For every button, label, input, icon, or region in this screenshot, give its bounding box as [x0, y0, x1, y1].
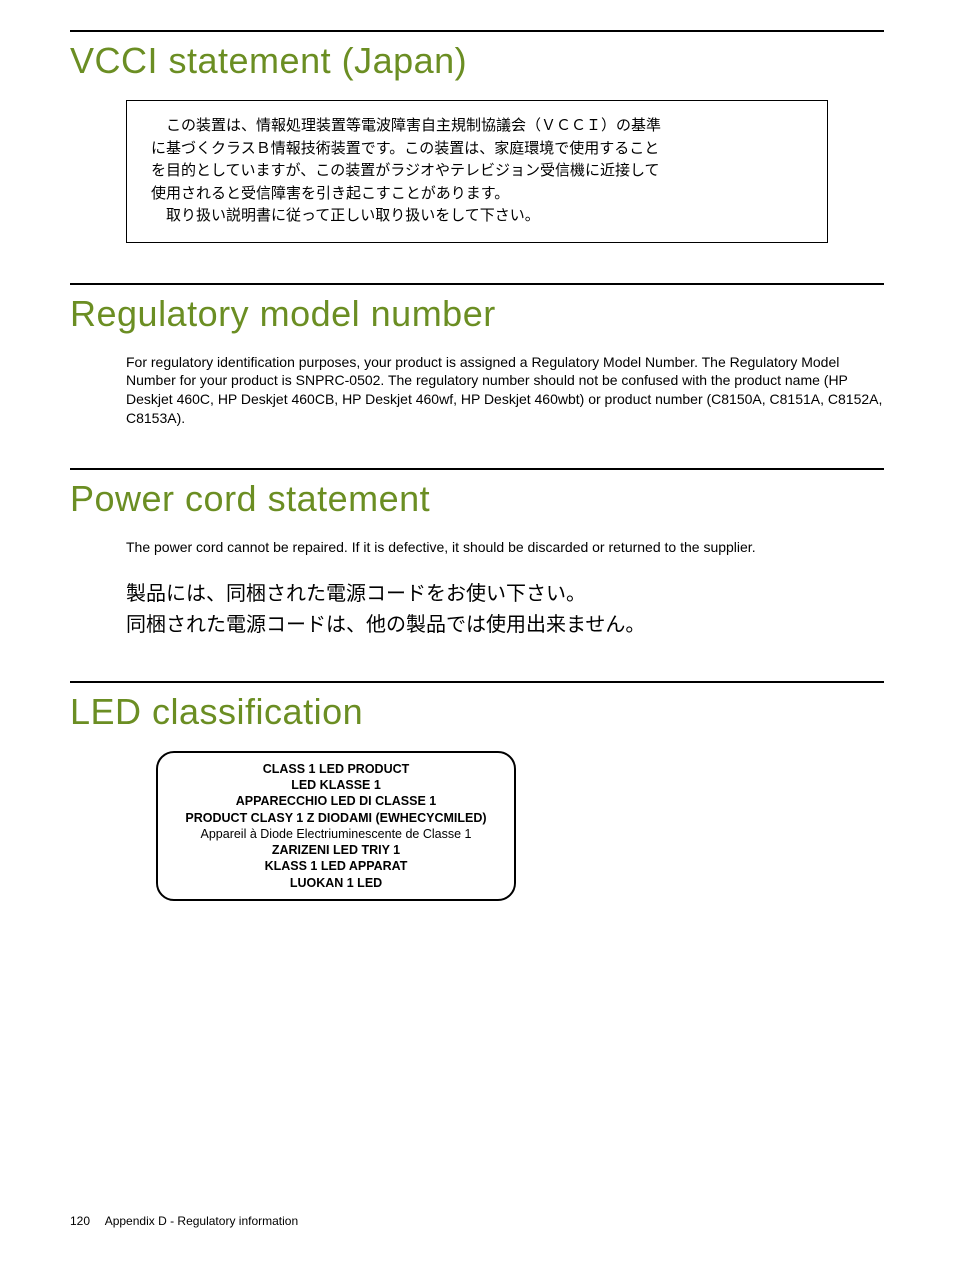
led-section: LED classification CLASS 1 LED PRODUCT L… — [70, 681, 884, 901]
vcci-section: VCCI statement (Japan) この装置は、情報処理装置等電波障害… — [70, 30, 884, 243]
powercord-section: Power cord statement The power cord cann… — [70, 468, 884, 641]
led-line: LED KLASSE 1 — [168, 777, 504, 793]
led-line: APPARECCHIO LED DI CLASSE 1 — [168, 793, 504, 809]
led-line: KLASS 1 LED APPARAT — [168, 858, 504, 874]
regmodel-body: For regulatory identification purposes, … — [126, 353, 884, 429]
vcci-japanese-box: この装置は、情報処理装置等電波障害自主規制協議会（ＶＣＣＩ）の基準 に基づくクラ… — [126, 100, 828, 243]
led-line: Appareil à Diode Electriuminescente de C… — [168, 826, 504, 842]
led-line: CLASS 1 LED PRODUCT — [168, 761, 504, 777]
jp-line: 同梱された電源コードは、他の製品では使用出来ません。 — [126, 610, 884, 641]
powercord-heading: Power cord statement — [70, 478, 884, 520]
page-number: 120 — [70, 1214, 90, 1228]
page-footer: 120 Appendix D - Regulatory information — [70, 1214, 298, 1228]
jp-line: 製品には、同梱された電源コードをお使い下さい。 — [126, 579, 884, 610]
led-heading: LED classification — [70, 691, 884, 733]
led-line: LUOKAN 1 LED — [168, 875, 504, 891]
section-rule — [70, 468, 884, 470]
vcci-heading: VCCI statement (Japan) — [70, 40, 884, 82]
jp-line: に基づくクラスＢ情報技術装置です。この装置は、家庭環境で使用すること — [151, 138, 803, 161]
section-rule — [70, 30, 884, 32]
jp-line: この装置は、情報処理装置等電波障害自主規制協議会（ＶＣＣＩ）の基準 — [151, 115, 803, 138]
jp-line: を目的としていますが、この装置がラジオやテレビジョン受信機に近接して — [151, 160, 803, 183]
led-classification-box: CLASS 1 LED PRODUCT LED KLASSE 1 APPAREC… — [156, 751, 516, 901]
powercord-japanese-block: 製品には、同梱された電源コードをお使い下さい。 同梱された電源コードは、他の製品… — [126, 579, 884, 641]
section-rule — [70, 283, 884, 285]
footer-label: Appendix D - Regulatory information — [105, 1214, 298, 1228]
regmodel-heading: Regulatory model number — [70, 293, 884, 335]
section-rule — [70, 681, 884, 683]
regmodel-section: Regulatory model number For regulatory i… — [70, 283, 884, 429]
led-line: PRODUCT CLASY 1 Z DIODAMI (EWHECYCMILED) — [168, 810, 504, 826]
jp-line: 使用されると受信障害を引き起こすことがあります。 — [151, 183, 803, 206]
led-line: ZARIZENI LED TRIY 1 — [168, 842, 504, 858]
powercord-body: The power cord cannot be repaired. If it… — [126, 538, 884, 557]
jp-line: 取り扱い説明書に従って正しい取り扱いをして下さい。 — [151, 205, 803, 228]
